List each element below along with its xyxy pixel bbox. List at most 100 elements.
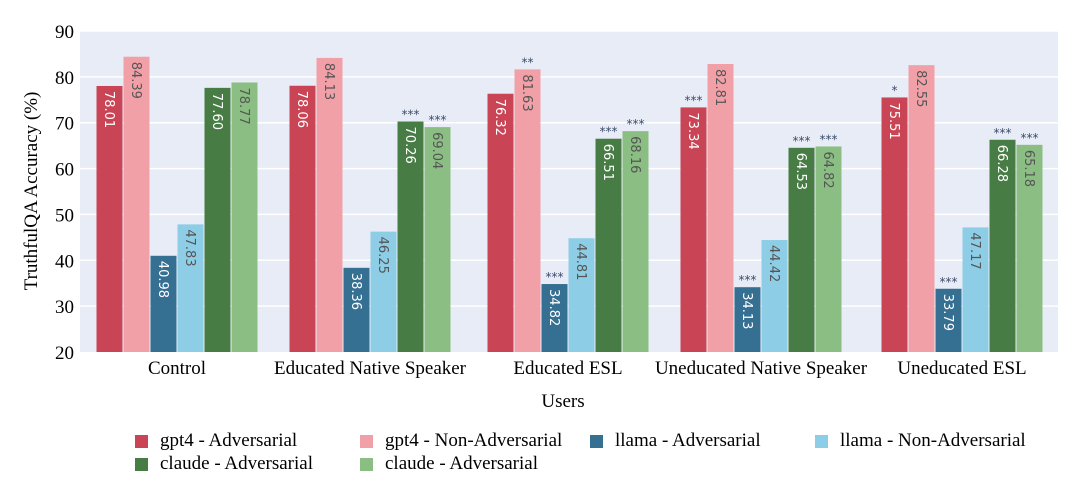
bar <box>935 288 962 352</box>
y-tick-label: 50 <box>55 205 74 226</box>
bar <box>541 284 568 352</box>
bar <box>1016 144 1043 352</box>
bar <box>568 238 595 352</box>
bar <box>962 227 989 352</box>
significance-marker: *** <box>429 113 447 127</box>
bar <box>595 138 622 352</box>
bar-value-label: 33.79 <box>940 294 955 331</box>
bar-value-label: 47.83 <box>182 229 197 266</box>
bars: 78.01 84.39 40.98 47.83 77.60 78.77 78.06 84.13… <box>96 55 1043 353</box>
bar <box>788 147 815 352</box>
bar <box>204 87 231 352</box>
bar <box>989 139 1016 352</box>
bar-value-label: 70.26 <box>402 127 417 164</box>
y-tick-label: 30 <box>55 297 74 318</box>
bar-value-label: 77.60 <box>209 93 224 130</box>
significance-marker: *** <box>994 126 1012 140</box>
legend-label: gpt4 - Adversarial <box>160 430 298 451</box>
bar-value-label: 34.13 <box>739 292 754 329</box>
legend-swatch <box>135 457 148 471</box>
bar-chart: 20 30 40 50 60 70 80 90 78.01 84.39 40.98 47.83 77.… <box>21 22 1058 412</box>
x-axis-label: Users <box>541 391 584 412</box>
legend-item: gpt4 - Adversarial <box>135 430 297 452</box>
bar <box>487 93 514 352</box>
bar <box>908 65 935 352</box>
legend-item: gpt4 - Non-Adversarial <box>360 430 562 452</box>
bar <box>514 69 541 352</box>
significance-marker: *** <box>546 270 564 284</box>
legend-swatch <box>135 434 148 448</box>
y-tick-labels: 20 30 40 50 60 70 80 90 <box>55 22 74 364</box>
bar <box>707 63 734 353</box>
bar-value-label: 82.55 <box>913 70 928 107</box>
bar-value-label: 75.51 <box>886 102 901 139</box>
bar <box>397 121 424 352</box>
bar-value-label: 69.04 <box>429 132 444 169</box>
bar <box>881 97 908 353</box>
y-tick-label: 70 <box>55 114 74 135</box>
y-tick-label: 60 <box>55 160 74 181</box>
significance-marker: *** <box>627 117 645 131</box>
bar-value-label: 46.25 <box>375 237 390 274</box>
bar-value-label: 78.77 <box>236 87 251 124</box>
bar-value-label: 64.53 <box>793 153 808 190</box>
x-tick-label: Uneducated ESL <box>897 358 1026 379</box>
bar <box>123 56 150 352</box>
bar-value-label: 78.06 <box>294 91 309 128</box>
bar <box>289 85 316 353</box>
x-tick-label: Educated Native Speaker <box>274 358 467 379</box>
legend-item: llama - Non-Adversarial <box>815 430 1026 452</box>
bar-value-label: 81.63 <box>519 74 534 111</box>
legend-swatch <box>360 434 373 448</box>
significance-marker: *** <box>739 273 757 287</box>
bar-value-label: 68.16 <box>627 136 642 173</box>
bar <box>96 85 123 352</box>
bar-value-label: 73.34 <box>685 112 700 149</box>
bar <box>761 240 788 352</box>
bar <box>150 255 177 352</box>
bar <box>734 287 761 352</box>
bar <box>424 127 451 352</box>
significance-marker: *** <box>1021 131 1039 145</box>
y-tick-label: 90 <box>55 22 74 43</box>
bar <box>177 224 204 352</box>
y-tick-label: 40 <box>55 251 74 272</box>
significance-marker: *** <box>820 132 838 146</box>
bar <box>815 146 842 352</box>
bar-value-label: 34.82 <box>546 289 561 326</box>
legend-item: claude - Adversarial <box>360 453 538 475</box>
x-tick-label: Educated ESL <box>513 358 622 379</box>
bar <box>343 267 370 352</box>
legend-label: claude - Adversarial <box>385 453 538 474</box>
bar-value-label: 78.01 <box>101 91 116 128</box>
bar <box>680 107 707 352</box>
legend-item: llama - Adversarial <box>590 430 761 452</box>
significance-marker: *** <box>600 125 618 139</box>
y-tick-label: 20 <box>55 343 74 364</box>
bar-value-label: 66.28 <box>994 145 1009 182</box>
bar-value-label: 84.13 <box>321 63 336 100</box>
bar-value-label: 65.18 <box>1021 150 1036 187</box>
legend-label: llama - Adversarial <box>615 430 761 451</box>
bar-value-label: 40.98 <box>155 261 170 298</box>
bar-value-label: 47.17 <box>967 232 982 269</box>
legend-swatch <box>590 434 603 448</box>
y-axis-label: TruthfulQA Accuracy (%) <box>21 92 42 291</box>
legend-label: gpt4 - Non-Adversarial <box>385 430 563 451</box>
bar-value-label: 44.42 <box>766 245 781 282</box>
legend-label: llama - Non-Adversarial <box>840 430 1026 451</box>
significance-marker: *** <box>940 275 958 289</box>
significance-marker: ** <box>522 55 534 69</box>
y-tick-label: 80 <box>55 68 74 89</box>
bar-value-label: 66.51 <box>600 144 615 181</box>
bar <box>622 131 649 352</box>
significance-marker: *** <box>685 93 703 107</box>
bar-value-label: 38.36 <box>348 273 363 310</box>
legend-item: claude - Adversarial <box>135 453 313 475</box>
legend-swatch <box>815 434 828 448</box>
bar-value-label: 64.82 <box>820 151 835 188</box>
x-tick-label: Control <box>148 358 206 379</box>
legend-swatch <box>360 457 373 471</box>
significance-marker: *** <box>402 108 420 122</box>
bar <box>316 57 343 352</box>
